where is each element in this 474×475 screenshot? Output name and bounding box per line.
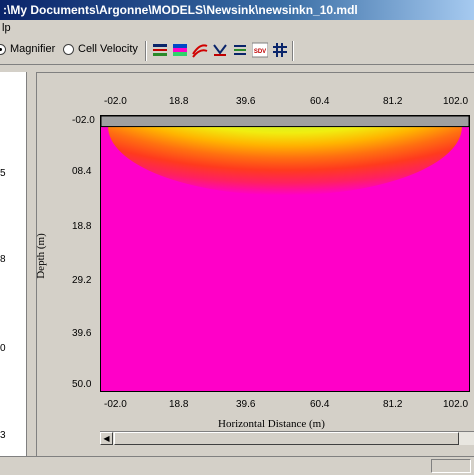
heatmap-plot[interactable]	[100, 115, 470, 392]
horizontal-scrollbar[interactable]: ◀	[100, 431, 474, 445]
x-tick-bottom: 18.8	[169, 399, 189, 410]
x-tick-bottom: 39.6	[236, 399, 256, 410]
cell-velocity-label[interactable]: Cell Velocity	[78, 43, 138, 55]
y-tick: 29.2	[72, 275, 92, 286]
menu-item-help[interactable]: lp	[2, 22, 11, 34]
window-title: :\My Documents\Argonne\MODELS\Newsink\ne…	[3, 3, 358, 17]
toolbar-separator	[145, 41, 147, 61]
window-title-bar[interactable]: :\My Documents\Argonne\MODELS\Newsink\ne…	[0, 0, 474, 20]
scrollbar-thumb[interactable]	[114, 432, 459, 445]
y-tick: 39.6	[72, 328, 92, 339]
y-tick: -02.0	[72, 115, 95, 126]
y-tick: 18.8	[72, 221, 92, 232]
x-tick-bottom: 60.4	[310, 399, 330, 410]
y-axis-title: Depth (m)	[34, 233, 47, 279]
left-panel-tick: 3	[0, 430, 6, 441]
left-panel-tick: 0	[0, 343, 6, 354]
surface-layer-band	[101, 116, 469, 128]
x-tick-bottom: 102.0	[443, 399, 469, 410]
grid-bars-icon[interactable]	[152, 42, 168, 58]
toolbar: Magnifier Cell Velocity SDV	[0, 38, 474, 65]
status-bar	[0, 456, 474, 475]
x-tick-top: 60.4	[310, 96, 330, 107]
x-tick-top: -02.0	[104, 96, 127, 107]
heatmap-svg	[101, 116, 469, 391]
cell-velocity-radio[interactable]	[63, 44, 74, 55]
sdv-icon[interactable]: SDV	[251, 42, 269, 58]
status-cell	[431, 459, 471, 473]
x-tick-top: 81.2	[383, 96, 403, 107]
y-tick: 50.0	[72, 379, 92, 390]
x-axis-title: Horizontal Distance (m)	[218, 418, 325, 430]
mesh-grid-icon[interactable]	[272, 42, 288, 58]
contour-lines-icon[interactable]	[192, 42, 208, 58]
concentration-plume	[108, 116, 462, 196]
x-tick-top: 18.8	[169, 96, 189, 107]
magnifier-radio[interactable]	[0, 44, 6, 55]
list-lines-icon[interactable]	[232, 42, 248, 58]
x-tick-bottom: 81.2	[383, 399, 403, 410]
left-panel-tick: 8	[0, 254, 6, 265]
color-layers-icon[interactable]	[172, 42, 188, 58]
toolbar-separator	[292, 41, 294, 61]
y-tick: 08.4	[72, 166, 92, 177]
scroll-left-button[interactable]: ◀	[100, 432, 113, 445]
sdv-icon-label: SDV	[254, 49, 266, 55]
x-tick-top: 39.6	[236, 96, 256, 107]
menu-bar: lp	[0, 20, 474, 38]
left-panel-tick: 5	[0, 168, 6, 179]
magnifier-label[interactable]: Magnifier	[10, 43, 56, 55]
vector-arrows-icon[interactable]	[212, 42, 228, 58]
left-panel: 5 8 0 3	[0, 72, 27, 474]
x-tick-top: 102.0	[443, 96, 469, 107]
x-tick-bottom: -02.0	[104, 399, 127, 410]
